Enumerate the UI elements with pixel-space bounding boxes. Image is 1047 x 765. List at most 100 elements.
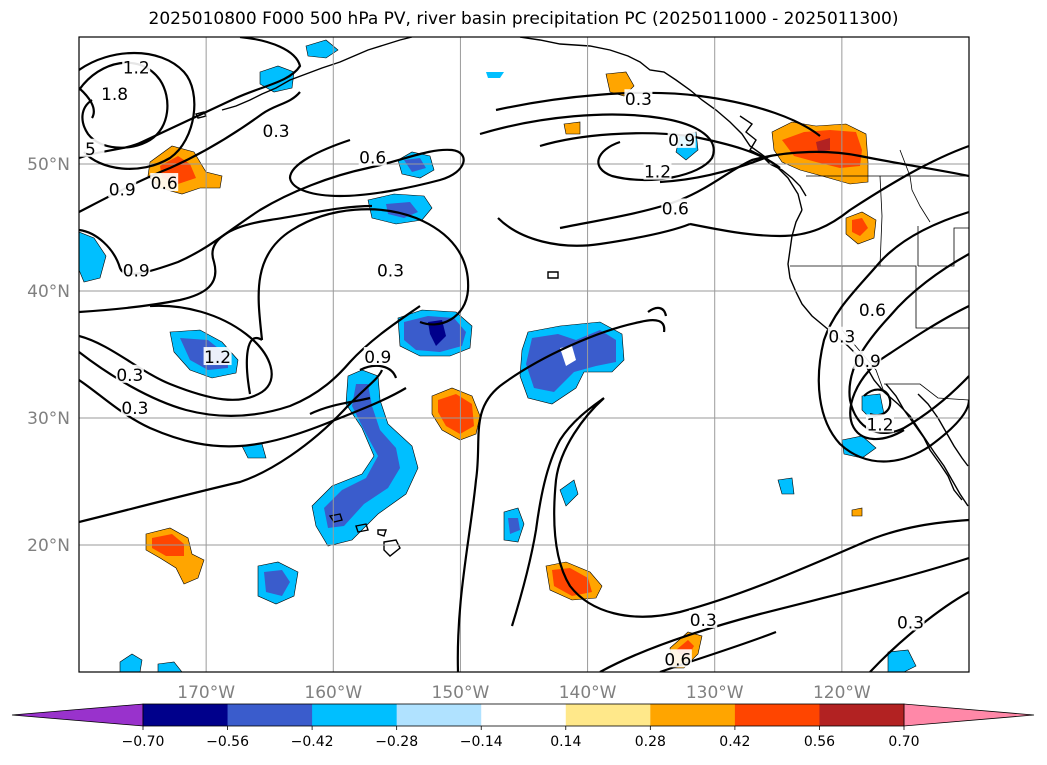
- longitude-tick-label: 120°W: [813, 683, 871, 703]
- contour-label-background: [663, 649, 692, 668]
- pv-contours: [79, 37, 969, 672]
- contour-label-background: [858, 300, 887, 319]
- pv-contour: [689, 144, 969, 238]
- colorbar-tick-label: −0.14: [460, 734, 503, 750]
- contour-label-background: [108, 179, 137, 198]
- latitude-tick-label: 20°N: [27, 536, 70, 556]
- pv-contour: [79, 369, 384, 524]
- precip-blob: [157, 661, 183, 672]
- latitude-tick-label: 50°N: [27, 155, 70, 175]
- colorbar-tick-label: −0.56: [206, 734, 249, 750]
- colorbar-segment: [227, 704, 313, 726]
- precip-blob: [438, 394, 474, 434]
- longitude-labels: 170°W 160°W 150°W 140°W 130°W 120°W: [177, 683, 871, 703]
- pv-contour: [79, 305, 421, 417]
- contour-label: 0.3: [625, 90, 652, 110]
- longitude-tick-label: 150°W: [432, 683, 490, 703]
- contour-label-background: [896, 612, 925, 631]
- contour-label: 1.8: [101, 85, 128, 105]
- precip-shading: [79, 39, 917, 672]
- precip-blob: [508, 518, 520, 534]
- precip-blob: [777, 477, 795, 495]
- colorbar-over-extend: [903, 703, 1035, 727]
- contour-label-background: [827, 326, 856, 345]
- contour-label: 0.9: [854, 352, 881, 372]
- contour-label-background: [115, 364, 144, 383]
- pv-contour: [647, 306, 668, 317]
- border: [899, 149, 931, 223]
- latitude-tick-label: 40°N: [27, 282, 70, 302]
- contour-label-background: [358, 147, 387, 166]
- pv-contour: [79, 87, 95, 119]
- colorbar-tick-label: −0.28: [375, 734, 418, 750]
- pv-contour: [79, 204, 373, 314]
- contour-label: 0.3: [828, 328, 855, 348]
- precip-blob: [851, 507, 863, 517]
- contour-label-background: [624, 89, 653, 108]
- contour-label-background: [100, 84, 129, 103]
- alaska-peninsula-coast: [221, 37, 413, 111]
- contour-label: 0.9: [668, 131, 695, 151]
- colorbar-segment: [143, 704, 229, 726]
- colorbar-tick-label: 0.14: [550, 734, 581, 750]
- contour-label: 5: [85, 140, 96, 160]
- contour-label: 0.6: [359, 149, 386, 169]
- pv-contour: [848, 253, 969, 435]
- contour-label-background: [689, 609, 718, 628]
- map-area: 1.21.850.9 0.60.30.60.9 0.31.2 0.90.30.30.3…: [27, 36, 970, 703]
- colorbar-segment: [481, 704, 567, 726]
- precip-blob: [264, 570, 290, 596]
- pv-contour: [309, 396, 371, 415]
- precip-blob: [552, 568, 592, 596]
- latitude-tick-label: 30°N: [27, 409, 70, 429]
- colorbar-tick-label: −0.70: [122, 734, 165, 750]
- contour-label-background: [376, 260, 405, 279]
- pv-contour: [599, 556, 969, 672]
- contour-label: 1.2: [204, 348, 231, 368]
- contour-labels: 1.21.850.9 0.60.30.60.9 0.31.2 0.90.30.30.3…: [79, 57, 925, 670]
- hawaii-islands: [328, 513, 401, 557]
- pv-contour: [79, 138, 465, 276]
- contour-label-background: [122, 260, 151, 279]
- colorbar: −0.70 −0.56 −0.42 −0.28 −0.14 0.14 0.28 0.42 0.5…: [11, 703, 1035, 750]
- contour-label: 0.6: [664, 650, 691, 670]
- colorbar-segment: [819, 704, 905, 726]
- contour-label-background: [363, 347, 392, 366]
- border: [884, 383, 969, 401]
- precip-blob: [386, 202, 418, 218]
- precip-blob: [119, 653, 143, 672]
- border: [879, 175, 969, 329]
- map-title: 2025010800 F000 500 hPa PV, river basin …: [148, 9, 899, 29]
- contour-label-background: [79, 138, 105, 157]
- pv-contour: [559, 150, 969, 230]
- contour-label-background: [203, 347, 232, 366]
- colorbar-segment: [312, 704, 398, 726]
- contour-label: 0.6: [859, 301, 886, 321]
- contour-label-background: [122, 57, 151, 76]
- longitude-tick-label: 160°W: [304, 683, 362, 703]
- pv-contour: [497, 217, 691, 247]
- precip-blob: [559, 479, 579, 507]
- pv-contour: [817, 210, 969, 463]
- contour-label-background: [661, 198, 690, 217]
- contour-label-background: [150, 173, 179, 192]
- precip-blob: [852, 218, 868, 236]
- colorbar-tick-label: 0.56: [804, 734, 835, 750]
- precip-blob: [563, 121, 581, 135]
- contour-label: 0.3: [897, 613, 924, 633]
- contour-label-background: [643, 161, 672, 180]
- pv-contour: [495, 91, 821, 137]
- colorbar-tick-label: 0.28: [635, 734, 666, 750]
- precip-blob: [486, 72, 504, 78]
- precip-blob: [324, 384, 400, 528]
- baja-coast: [885, 383, 963, 501]
- contour-label: 0.3: [690, 611, 717, 631]
- border: [918, 227, 969, 267]
- colorbar-tick-label: 0.70: [888, 734, 919, 750]
- precip-blob: [305, 39, 339, 59]
- pv-contour: [79, 37, 302, 160]
- pv-contour: [510, 397, 969, 627]
- pv-contour: [79, 51, 196, 170]
- longitude-tick-label: 170°W: [177, 683, 235, 703]
